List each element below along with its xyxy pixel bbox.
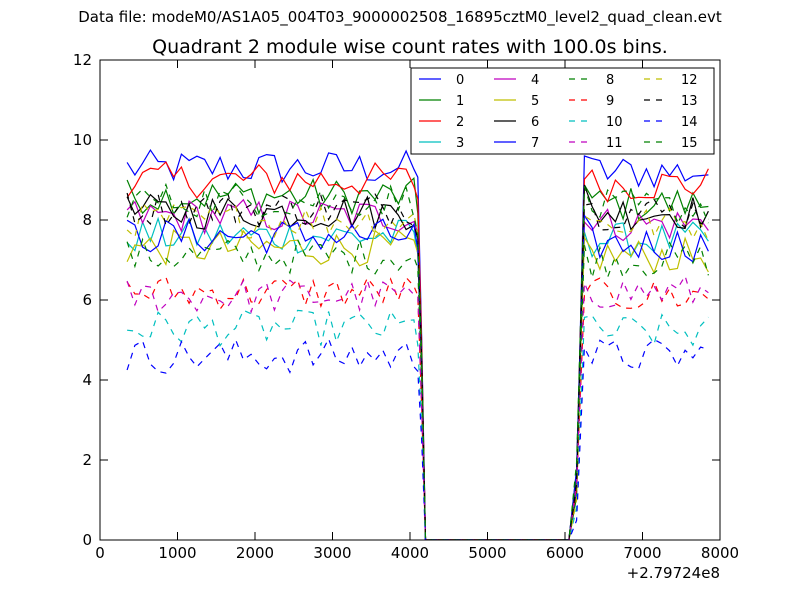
legend-label-13: 13 [681, 94, 698, 109]
x-tick-label: 1000 [158, 544, 196, 562]
x-tick-label: 3000 [313, 544, 351, 562]
legend-label-1: 1 [456, 94, 464, 109]
legend-label-6: 6 [531, 115, 539, 130]
data-file-label: Data file: modeM0/AS1A05_004T03_90000025… [78, 8, 722, 26]
legend-label-14: 14 [681, 115, 698, 130]
legend-label-11: 11 [606, 136, 623, 151]
series-line-12 [126, 201, 709, 540]
series-line-6 [126, 184, 709, 540]
x-tick-label: 2000 [236, 544, 274, 562]
legend-label-8: 8 [606, 73, 614, 88]
y-tick-label: 0 [82, 531, 92, 549]
series-lines [126, 148, 709, 540]
legend-label-4: 4 [531, 73, 539, 88]
legend-label-7: 7 [531, 136, 539, 151]
series-line-11 [126, 274, 709, 540]
y-tick-label: 4 [82, 371, 92, 389]
x-tick-label: 0 [95, 544, 105, 562]
series-line-7 [126, 213, 709, 540]
y-tick-label: 10 [73, 131, 92, 149]
y-tick-label: 12 [73, 51, 92, 69]
series-line-13 [126, 192, 709, 540]
series-line-8 [126, 237, 709, 540]
legend-label-12: 12 [681, 73, 698, 88]
y-tick-label: 2 [82, 451, 92, 469]
series-line-2 [126, 161, 709, 540]
series-line-5 [126, 229, 709, 540]
series-line-10 [127, 309, 709, 540]
x-tick-label: 8000 [701, 544, 739, 562]
series-line-0 [126, 148, 709, 540]
legend-label-3: 3 [456, 136, 464, 151]
y-tick-label: 8 [82, 211, 92, 229]
legend-label-0: 0 [456, 73, 464, 88]
series-line-15 [126, 182, 709, 540]
legend-label-5: 5 [531, 94, 539, 109]
x-tick-label: 4000 [391, 544, 429, 562]
x-offset-label: +2.79724e8 [627, 564, 720, 582]
legend-label-10: 10 [606, 115, 623, 130]
x-tick-label: 7000 [623, 544, 661, 562]
x-tick-label: 6000 [546, 544, 584, 562]
x-tick-label: 5000 [468, 544, 506, 562]
legend-box [410, 67, 715, 155]
legend-label-15: 15 [681, 136, 698, 151]
legend-label-9: 9 [606, 94, 614, 109]
series-line-9 [126, 276, 709, 540]
legend-label-2: 2 [456, 115, 464, 130]
series-line-14 [126, 337, 709, 540]
y-tick-label: 6 [82, 291, 92, 309]
chart-title: Quadrant 2 module wise count rates with … [152, 36, 668, 58]
axis-ticks: 0 1000 2000 3000 4000 5000 6000 7000 80000246810… [73, 51, 739, 562]
